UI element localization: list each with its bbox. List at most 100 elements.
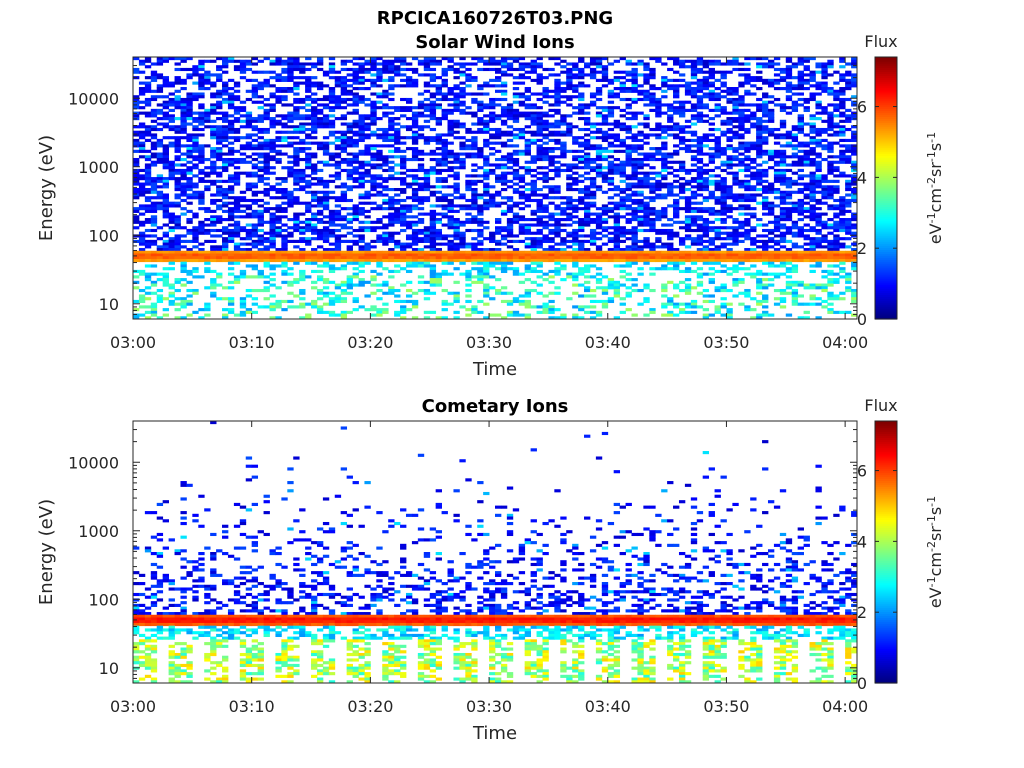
spectrogram-cell — [216, 157, 223, 162]
spectrogram-cell — [779, 234, 787, 238]
spectrogram-cell — [150, 185, 158, 189]
spectrogram-cell — [441, 237, 448, 241]
spectrogram-cell — [138, 231, 146, 235]
spectrogram-cell — [358, 166, 365, 170]
spectrogram-cell — [720, 84, 727, 88]
spectrogram-cell — [138, 62, 146, 66]
spectrogram-cell — [839, 130, 846, 134]
spectrogram-cell — [382, 168, 389, 173]
spectrogram-cell — [779, 103, 787, 107]
spectrogram-cell — [411, 239, 419, 243]
spectrogram-cell — [388, 198, 395, 203]
spectrogram-cell — [168, 239, 175, 243]
spectrogram-cell — [821, 177, 828, 181]
spectrogram-cell — [144, 218, 152, 222]
spectrogram-cell — [572, 155, 579, 159]
spectrogram-cell — [275, 89, 282, 93]
spectrogram-cell — [269, 218, 276, 222]
spectrogram-cell — [340, 92, 348, 96]
spectrogram-cell — [328, 234, 336, 238]
spectrogram-cell — [678, 166, 686, 170]
spectrogram-cell — [495, 136, 502, 140]
spectrogram-cell — [352, 97, 359, 102]
spectrogram-cell — [637, 190, 644, 194]
figure-title: RPCICA160726T03.PNG — [377, 8, 613, 29]
spectrogram-cell — [239, 65, 247, 69]
spectrogram-cell — [631, 248, 638, 252]
spectrogram-cell — [180, 114, 187, 118]
spectrogram-cell — [198, 65, 205, 69]
spectrogram-cell — [376, 57, 383, 61]
spectrogram-cell — [702, 62, 710, 66]
spectrogram-cell — [233, 223, 241, 227]
spectrogram-cell — [293, 171, 300, 175]
spectrogram-cell — [352, 125, 359, 129]
spectrogram-cell — [299, 125, 306, 129]
spectrogram-cell — [328, 141, 336, 145]
spectrogram-cell — [423, 73, 431, 77]
spectrogram-cell — [233, 166, 241, 170]
spectrogram-cell — [370, 239, 377, 243]
spectrogram-cell — [435, 228, 442, 233]
spectrogram-cell — [726, 185, 733, 189]
spectrogram-cell — [506, 57, 514, 61]
spectrogram-cell — [750, 160, 757, 164]
spectrogram-cell — [216, 95, 223, 99]
spectrogram-cell — [773, 174, 781, 178]
spectrogram-cell — [275, 76, 282, 80]
spectrogram-cell — [500, 84, 508, 88]
spectrogram-cell — [566, 196, 573, 200]
spectrogram-cell — [299, 237, 306, 241]
spectrogram-cell — [560, 59, 567, 63]
spectrogram-cell — [453, 160, 460, 164]
spectrogram-cell — [667, 84, 674, 88]
spectrogram-cell — [156, 103, 164, 107]
spectrogram-cell — [809, 114, 816, 118]
spectrogram-cell — [382, 231, 389, 235]
spectrogram-cell — [851, 149, 858, 153]
spectrogram-cell — [328, 92, 336, 96]
spectrogram-cell — [251, 133, 259, 137]
spectrogram-cell — [661, 223, 668, 227]
spectrogram-cell — [168, 117, 175, 121]
spectrogram-cell — [678, 59, 686, 63]
spectrogram-cell — [269, 228, 276, 233]
spectrogram-cell — [174, 185, 181, 189]
spectrogram-cell — [251, 245, 259, 249]
spectrogram-cell — [773, 228, 781, 233]
spectrogram-cell — [287, 73, 294, 77]
spectrogram-cell — [661, 127, 668, 132]
spectrogram-cell — [767, 188, 775, 192]
spectrogram-cell — [512, 220, 520, 224]
spectrogram-cell — [239, 152, 247, 156]
spectrogram-cell — [524, 168, 531, 173]
spectrogram-cell — [334, 130, 342, 134]
spectrogram-cell — [198, 133, 205, 137]
spectrogram-cell — [667, 117, 674, 121]
spectrogram-cell — [833, 204, 840, 208]
spectrogram-cell — [518, 228, 526, 233]
spectrogram-cell — [773, 149, 781, 153]
spectrogram-cell — [423, 103, 431, 107]
spectrogram-cell — [637, 220, 644, 224]
spectrogram-cell — [589, 168, 597, 173]
spectrogram-cell — [613, 226, 621, 230]
spectrogram-cell — [732, 59, 739, 63]
spectrogram-cell — [352, 100, 359, 104]
spectrogram-cell — [311, 215, 318, 219]
spectrogram-cell — [251, 193, 259, 197]
spectrogram-cell — [643, 67, 650, 72]
spectrogram-cell — [322, 201, 330, 205]
spectrogram-cell — [334, 97, 342, 102]
spectrogram-cell — [536, 201, 543, 205]
spectrogram-cell — [429, 168, 437, 173]
spectrogram-cell — [411, 78, 419, 82]
spectrogram-cell — [168, 103, 175, 107]
spectrogram-cell — [643, 141, 650, 145]
spectrogram-cell — [649, 196, 656, 200]
spectrogram-cell — [797, 182, 804, 186]
spectrogram-cell — [708, 193, 715, 197]
spectrogram-cell — [429, 223, 437, 227]
spectrogram-cell — [714, 144, 721, 148]
spectrogram-cell — [578, 234, 585, 238]
